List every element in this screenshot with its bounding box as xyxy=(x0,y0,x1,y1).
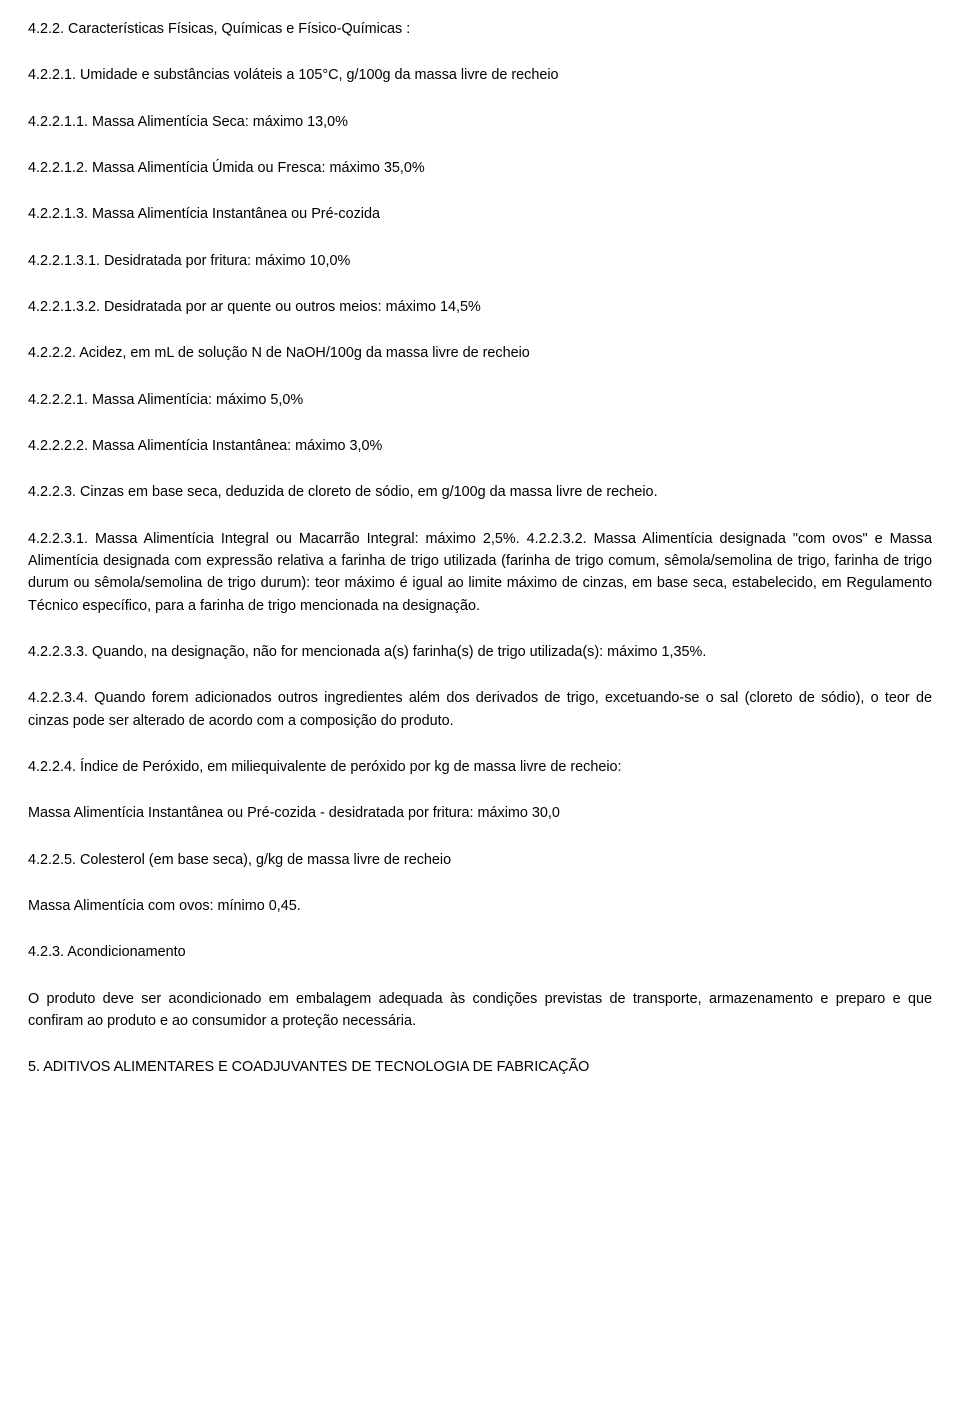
paragraph: 4.2.2.2.1. Massa Alimentícia: máximo 5,0… xyxy=(28,389,932,411)
paragraph: 4.2.2.1.3.2. Desidratada por ar quente o… xyxy=(28,296,932,318)
paragraph: 4.2.2.4. Índice de Peróxido, em miliequi… xyxy=(28,756,932,778)
paragraph: 4.2.2.1. Umidade e substâncias voláteis … xyxy=(28,64,932,86)
paragraph: 4.2.2.2.2. Massa Alimentícia Instantânea… xyxy=(28,435,932,457)
paragraph: 4.2.2.1.3. Massa Alimentícia Instantânea… xyxy=(28,203,932,225)
paragraph: Massa Alimentícia com ovos: mínimo 0,45. xyxy=(28,895,932,917)
paragraph: 4.2.2.5. Colesterol (em base seca), g/kg… xyxy=(28,849,932,871)
paragraph: 4.2.2.1.1. Massa Alimentícia Seca: máxim… xyxy=(28,111,932,133)
paragraph: 4.2.3. Acondicionamento xyxy=(28,941,932,963)
paragraph: Massa Alimentícia Instantânea ou Pré-coz… xyxy=(28,802,932,824)
paragraph: 4.2.2.1.2. Massa Alimentícia Úmida ou Fr… xyxy=(28,157,932,179)
paragraph: 4.2.2.3.3. Quando, na designação, não fo… xyxy=(28,641,932,663)
paragraph: 4.2.2.3. Cinzas em base seca, deduzida d… xyxy=(28,481,932,503)
paragraph: 4.2.2.2. Acidez, em mL de solução N de N… xyxy=(28,342,932,364)
document-body: 4.2.2. Características Físicas, Químicas… xyxy=(28,18,932,1079)
paragraph: 4.2.2.3.1. Massa Alimentícia Integral ou… xyxy=(28,528,932,617)
paragraph: 4.2.2. Características Físicas, Químicas… xyxy=(28,18,932,40)
paragraph: 4.2.2.3.4. Quando forem adicionados outr… xyxy=(28,687,932,732)
paragraph: 4.2.2.1.3.1. Desidratada por fritura: má… xyxy=(28,250,932,272)
paragraph: O produto deve ser acondicionado em emba… xyxy=(28,988,932,1033)
paragraph: 5. ADITIVOS ALIMENTARES E COADJUVANTES D… xyxy=(28,1056,932,1078)
